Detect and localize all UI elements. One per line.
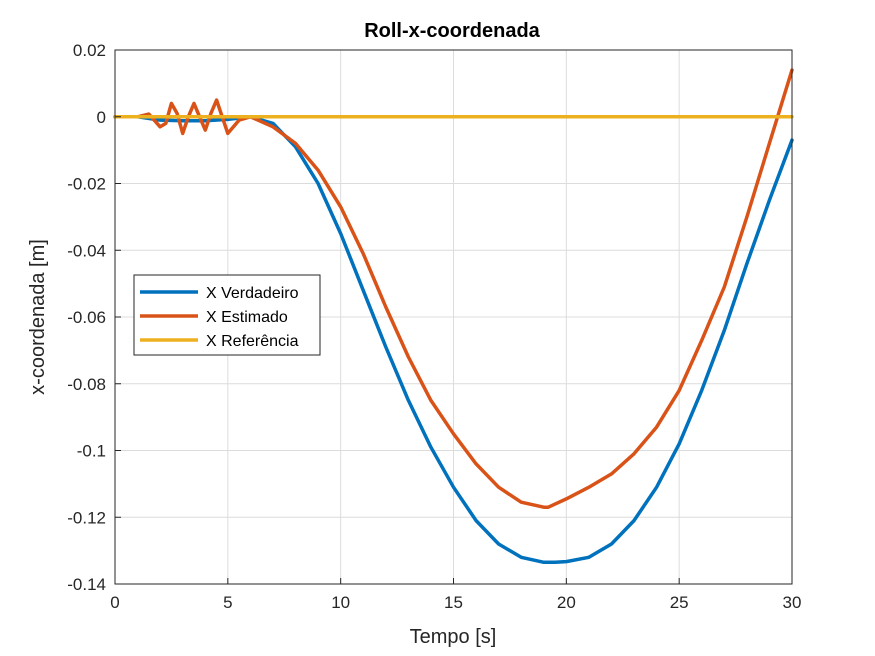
- x-tick-label: 25: [670, 593, 689, 612]
- y-tick-label: -0.12: [67, 508, 106, 527]
- y-tick-label: -0.06: [67, 308, 106, 327]
- legend-label: X Referência: [206, 333, 299, 350]
- y-tick-label: -0.14: [67, 575, 106, 594]
- x-axis-label: Tempo [s]: [410, 626, 497, 648]
- series-line-2: [113, 68, 794, 509]
- y-tick-label: 0.02: [73, 41, 106, 60]
- y-tick-label: -0.08: [67, 375, 106, 394]
- chart-title: Roll-x-coordenada: [364, 20, 540, 42]
- series-layer: [113, 68, 794, 565]
- x-tick-label: 10: [331, 593, 350, 612]
- legend-label: X Verdadeiro: [206, 285, 299, 302]
- y-axis-label: x-coordenada [m]: [27, 239, 49, 395]
- x-axis-ticks: 0 5 10 15 20 25 30: [110, 578, 801, 612]
- y-tick-label: -0.04: [67, 241, 106, 260]
- legend-label: X Estimado: [206, 309, 288, 326]
- x-tick-label: 15: [444, 593, 463, 612]
- x-tick-label: 0: [110, 593, 119, 612]
- y-axis-ticks: 0.02 0 -0.02 -0.04 -0.06 -0.08 -0.1 -0.12 -0.14: [67, 41, 121, 594]
- y-tick-label: -0.02: [67, 175, 106, 194]
- x-tick-label: 5: [223, 593, 232, 612]
- x-tick-label: 30: [783, 593, 802, 612]
- series-line-1: [113, 115, 794, 565]
- y-tick-label: -0.1: [77, 442, 106, 461]
- legend-items: X Verdadeiro X Estimado X Referência: [140, 285, 299, 350]
- legend: X Verdadeiro X Estimado X Referência: [133, 274, 321, 356]
- y-tick-label: 0: [97, 108, 106, 127]
- x-tick-label: 20: [557, 593, 576, 612]
